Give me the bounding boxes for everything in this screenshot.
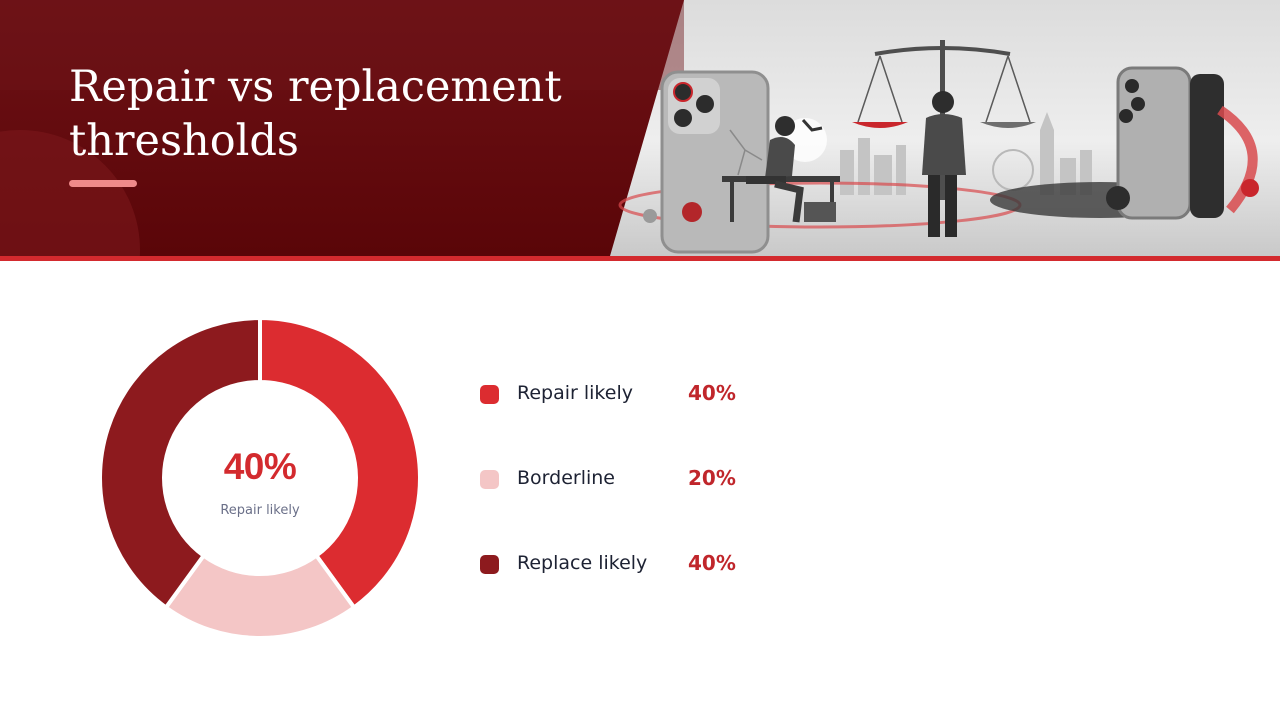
legend-label-replace: Replace likely [517,552,648,574]
header-background [0,0,1280,256]
title-accent-bar [69,180,137,187]
header-banner [0,0,1280,256]
legend-swatch-repair [480,385,499,404]
legend-value-borderline: 20% [688,466,736,490]
legend-value-repair: 40% [688,381,736,405]
donut-slice-borderline [163,553,357,638]
repair-scene-illustration [618,40,1259,254]
legend-item-borderline: Borderline 20% [480,459,780,501]
donut-center-label: Repair likely [220,503,300,518]
legend-swatch-borderline [480,470,499,489]
donut-center-value: 40% [223,446,297,487]
donut-chart [100,318,420,638]
header-divider [0,256,1280,261]
legend-label-borderline: Borderline [517,467,615,489]
donut-slice-repair [258,318,420,610]
page-title: Repair vs replacement thresholds [69,62,562,166]
legend-item-repair: Repair likely 40% [480,374,780,416]
donut-slice-replace [100,318,262,610]
legend-item-replace: Replace likely 40% [480,544,780,586]
legend-swatch-replace [480,555,499,574]
legend-value-replace: 40% [688,551,736,575]
legend-label-repair: Repair likely [517,382,633,404]
